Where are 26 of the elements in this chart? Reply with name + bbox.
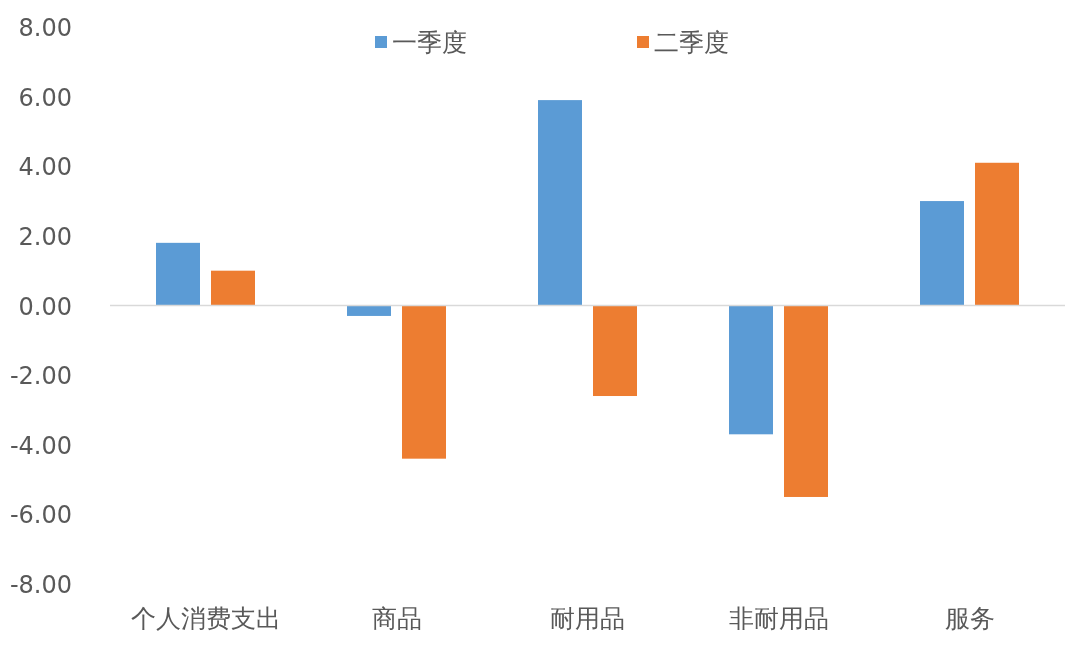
legend-label: 二季度 <box>654 28 729 57</box>
y-tick-label: 8.00 <box>18 14 72 42</box>
y-tick-label: -8.00 <box>9 571 72 599</box>
x-tick-label: 商品 <box>371 604 422 633</box>
bar <box>347 305 391 316</box>
bar <box>156 242 200 306</box>
x-tick-label: 耐用品 <box>550 604 625 633</box>
y-tick-label: 4.00 <box>18 153 72 182</box>
bar <box>975 162 1019 306</box>
x-tick-label: 非耐用品 <box>728 604 829 633</box>
x-tick-label: 个人消费支出 <box>130 604 281 633</box>
x-tick-label: 服务 <box>944 604 995 633</box>
legend-label: 一季度 <box>392 28 467 57</box>
y-tick-label: -4.00 <box>9 431 72 460</box>
y-tick-label: -2.00 <box>9 362 72 391</box>
bar <box>784 305 828 497</box>
bar <box>593 305 637 397</box>
bar <box>538 100 582 306</box>
bar <box>920 201 964 306</box>
bar <box>402 305 446 459</box>
y-tick-label: 2.00 <box>18 222 72 251</box>
y-tick-label: 6.00 <box>18 83 72 112</box>
bar <box>729 305 773 435</box>
y-tick-label: 0.00 <box>18 292 72 321</box>
y-tick-label: -6.00 <box>9 501 72 530</box>
bar <box>211 270 255 306</box>
